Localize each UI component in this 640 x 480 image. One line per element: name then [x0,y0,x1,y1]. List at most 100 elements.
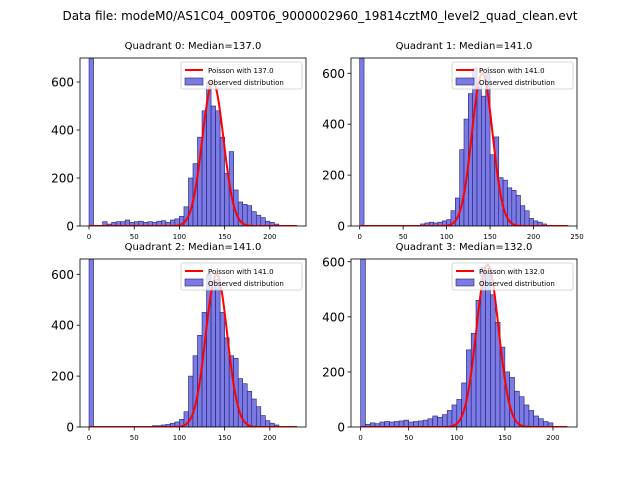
histogram-bar [518,396,525,427]
x-tick-label: 250 [570,233,583,241]
axes-frame [350,57,578,227]
histogram-bar [255,406,262,427]
legend-label-observed: Observed distribution [208,280,284,288]
plot-area [359,58,569,226]
x-tick-label: 50 [399,233,408,241]
y-tick-label: 400 [322,118,345,132]
histogram-bar [359,58,365,226]
histogram-bar [528,410,535,427]
histogram-bar [215,110,221,226]
legend: Poisson with 141.0 Observed distribution [180,262,303,291]
histogram-bar [520,205,526,226]
y-tick-label: 0 [66,220,74,234]
legend-label-poisson: Poisson with 137.0 [208,67,274,75]
histogram-bar [509,377,515,427]
panels: 0 50 100 150 200 0 200 400 600 Quadrant 0: Median… [51,41,584,442]
x-tick-label: 0 [357,233,361,241]
x-tick-label: 100 [173,434,186,442]
legend-label-observed: Observed distribution [479,79,555,87]
legend-label-poisson: Poisson with 141.0 [479,67,545,75]
legend-bar-swatch [184,278,204,287]
y-tick-label: 200 [322,169,345,183]
histogram-bar [432,415,438,427]
y-tick-label: 600 [51,76,74,90]
histogram-bar [528,218,534,226]
histogram-bar [219,312,225,427]
axes-frame [350,258,578,428]
histogram-bar [533,415,539,427]
plot-area [88,58,297,226]
x-tick-label: 200 [546,434,559,442]
x-tick-label: 100 [440,233,453,241]
figure-title: Data file: modeM0/AS1C04_009T06_90000029… [62,9,577,23]
x-tick-label: 50 [404,434,413,442]
y-tick-label: 400 [322,310,345,324]
histogram-bar [88,58,94,226]
y-tick-label: 400 [51,319,74,333]
histogram-bar [260,217,266,226]
legend: Poisson with 137.0 Observed distribution [180,61,303,90]
poisson-line [89,80,297,226]
quadrant-panel-3: 0 50 100 150 200 0 200 400 600 Quadrant 3: Median… [322,242,578,442]
y-tick-label: 600 [322,255,345,269]
y-tick-label: 0 [337,220,345,234]
histogram-bar [442,414,448,427]
y-tick-label: 0 [337,421,345,435]
histogram-bar [246,205,253,226]
legend-box [451,61,574,90]
histogram-bar [228,151,234,226]
histogram-bar [541,223,547,226]
quadrant-panel-2: 0 50 100 150 200 0 200 400 600 Quadrant 2: Median… [51,242,307,442]
histogram-bar [255,214,262,226]
histogram-bar [524,210,530,226]
legend-box [180,262,303,291]
x-tick-label: 150 [498,434,511,442]
histogram-bar [260,415,266,427]
quadrant-panel-1: 0 50 100 150 200 250 0 200 400 600 Quadrant 1: Med… [322,41,584,241]
histogram-bar [427,418,434,427]
x-tick-label: 200 [527,233,540,241]
histogram-bar [210,105,216,226]
x-tick-label: 100 [450,434,463,442]
y-tick-label: 600 [51,268,74,282]
panel-title: Quadrant 2: Median=141.0 [125,242,262,253]
legend-bar-swatch [455,278,475,287]
axes-frame [79,258,307,428]
histogram-bar [511,190,517,226]
histogram-bar [403,419,410,427]
x-tick-label: 0 [358,434,362,442]
y-tick-label: 0 [66,421,74,435]
plot-area [88,259,297,427]
histogram-bar [251,398,257,427]
legend-box [180,61,303,90]
histogram-bar [476,83,482,226]
y-tick-label: 200 [322,365,345,379]
x-tick-label: 200 [263,233,276,241]
legend-label-observed: Observed distribution [208,79,284,87]
x-tick-label: 0 [87,434,91,442]
panel-title: Quadrant 3: Median=132.0 [396,242,533,253]
histogram-bar [251,211,257,226]
legend-label-observed: Observed distribution [479,280,555,288]
histogram-bar [246,391,253,427]
y-tick-label: 200 [51,172,74,186]
x-tick-label: 50 [130,434,139,442]
legend: Poisson with 141.0 Observed distribution [451,61,574,90]
legend-bar-swatch [455,77,475,86]
histogram-bar [437,417,443,427]
x-tick-label: 150 [218,233,231,241]
histogram-bar [215,279,221,427]
histogram-bar [88,259,94,427]
histogram-bar [489,154,495,226]
legend-box [451,262,574,291]
histogram-bar [459,149,465,226]
axes-frame [79,57,307,227]
x-tick-label: 50 [130,233,139,241]
histogram-bar [481,95,487,226]
x-tick-label: 0 [87,233,91,241]
histogram-bar [515,195,521,226]
poisson-line [359,72,569,226]
legend-label-poisson: Poisson with 141.0 [208,268,274,276]
panel-title: Quadrant 1: Median=141.0 [396,41,533,52]
